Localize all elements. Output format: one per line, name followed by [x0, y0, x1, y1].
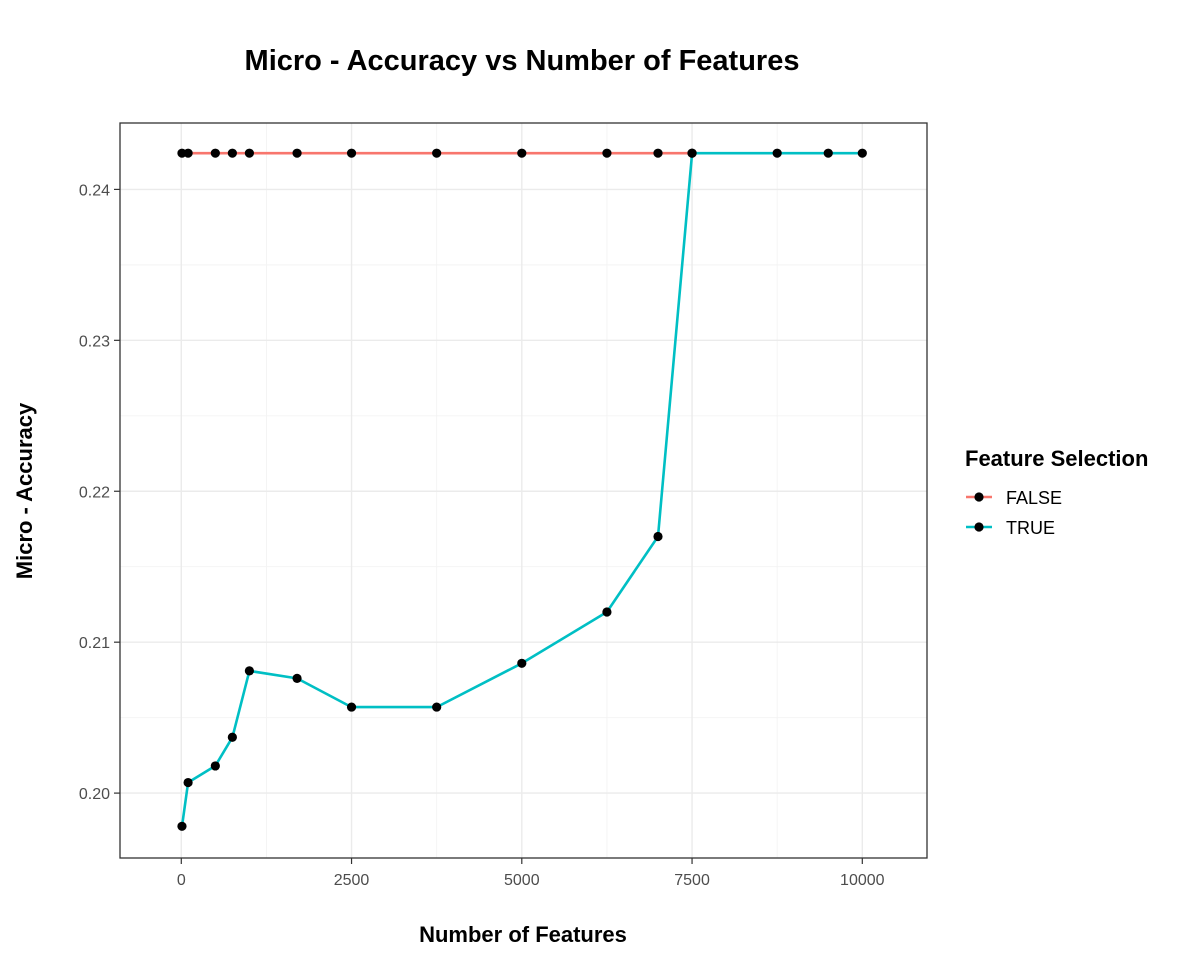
x-tick-label: 10000 [840, 872, 885, 889]
data-point-true [346, 702, 357, 712]
data-point-false [432, 148, 442, 158]
data-point-false [602, 148, 612, 158]
data-point-false [244, 148, 254, 158]
data-point-false [292, 148, 302, 158]
data-point-true [292, 673, 302, 684]
data-point-true [823, 148, 833, 158]
legend-label-false: FALSE [1006, 488, 1062, 508]
legend-key-point [974, 492, 984, 502]
y-axis: 0.20 0.21 0.22 0.23 0.24 [79, 182, 120, 803]
data-point-true [227, 732, 237, 742]
data-point-false [210, 148, 220, 158]
data-point-true [210, 761, 220, 771]
data-point-false [227, 148, 237, 158]
legend-key-point [974, 522, 984, 532]
y-tick-label: 0.22 [79, 484, 110, 501]
chart-title: Micro - Accuracy vs Number of Features [245, 45, 800, 77]
data-point-false [653, 148, 663, 158]
data-point-false [517, 148, 527, 158]
data-point-true [857, 148, 867, 158]
legend-title: Feature Selection [965, 446, 1148, 471]
data-point-true [177, 821, 187, 831]
data-point-true [432, 702, 442, 712]
legend-key-false [966, 492, 992, 502]
data-point-true [687, 148, 697, 158]
x-tick-label: 0 [177, 872, 186, 889]
data-point-false [183, 148, 193, 158]
data-point-true [517, 658, 527, 668]
y-tick-label: 0.20 [79, 786, 110, 803]
data-point-false [346, 148, 357, 158]
x-tick-label: 2500 [334, 872, 370, 889]
legend-label-true: TRUE [1006, 518, 1055, 538]
data-point-true [244, 666, 254, 676]
data-point-true [602, 607, 612, 617]
data-point-true [183, 777, 193, 788]
y-axis-title: Micro - Accuracy [12, 402, 37, 579]
x-tick-label: 5000 [504, 872, 540, 889]
data-point-true [772, 148, 782, 158]
y-tick-label: 0.24 [79, 182, 110, 199]
legend: Feature Selection FALSE TRUE [965, 446, 1148, 538]
x-axis-title: Number of Features [419, 922, 627, 947]
x-axis: 0 2500 5000 7500 10000 [177, 858, 885, 889]
x-tick-label: 7500 [674, 872, 710, 889]
y-tick-label: 0.23 [79, 333, 110, 350]
data-point-true [653, 531, 663, 542]
points-layer [177, 148, 867, 831]
panel-border [119, 122, 928, 859]
legend-key-true [966, 522, 992, 532]
grid [120, 123, 927, 858]
y-tick-label: 0.21 [79, 635, 110, 652]
